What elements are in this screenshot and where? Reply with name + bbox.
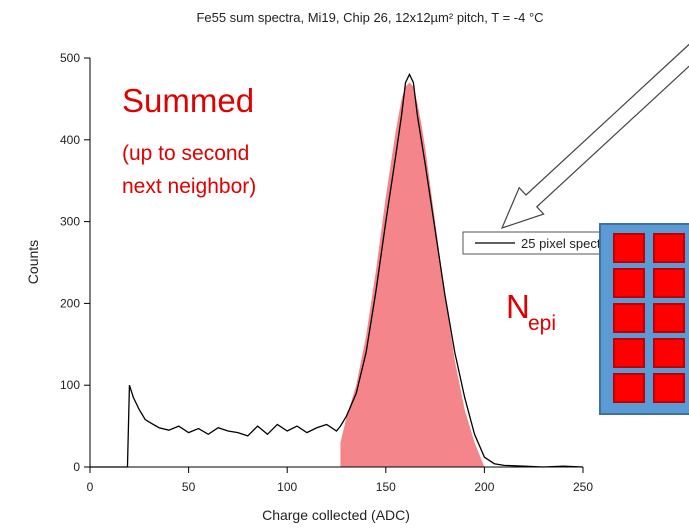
x-tick-label: 200 [474, 480, 494, 494]
y-axis-label: Counts [25, 240, 41, 284]
x-tick-label: 100 [277, 480, 297, 494]
pixel [613, 303, 645, 333]
annotation: (up to second [122, 142, 249, 165]
pixel [653, 373, 685, 403]
chart-title: Fe55 sum spectra, Mi19, Chip 26, 12x12µm… [196, 10, 543, 25]
y-tick-label: 400 [60, 133, 80, 147]
x-tick-label: 250 [573, 480, 593, 494]
pixel [653, 303, 685, 333]
x-tick-label: 50 [182, 480, 196, 494]
pixel [613, 373, 645, 403]
line [90, 72, 584, 468]
annotation: N [506, 288, 530, 325]
plot-area: 0 50 100 150 200 250 0 100 200 300 400 500 [60, 51, 593, 494]
y-tick-label: 300 [60, 215, 80, 229]
y-tick-label: 100 [60, 378, 80, 392]
x-axis-label: Charge collected (ADC) [262, 507, 410, 523]
pixel [653, 268, 685, 298]
area [340, 82, 485, 467]
annotation: epi [528, 312, 556, 335]
y-tick-label: 0 [73, 460, 80, 474]
x-tick-label: 0 [87, 480, 94, 494]
legend-label: 25 pixel spectrum [521, 236, 623, 251]
pixel [613, 233, 645, 263]
arrow [500, 43, 689, 229]
pixel [613, 338, 645, 368]
pixel [653, 338, 685, 368]
pixel-icon [599, 223, 689, 415]
annotation: next neighbor) [122, 175, 256, 198]
pixel [653, 233, 685, 263]
pixel [613, 268, 645, 298]
x-tick-label: 150 [376, 480, 396, 494]
y-tick-label: 500 [60, 51, 80, 65]
y-tick-label: 200 [60, 296, 80, 310]
annotation: Summed [122, 82, 254, 119]
